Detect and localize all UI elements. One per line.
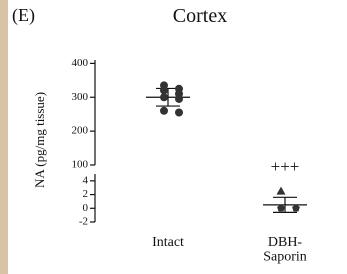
- chart: (E) Cortex NA (pg/mg tissue) -2 0 2 4 100 200…: [0, 0, 347, 274]
- data-point: [175, 95, 183, 103]
- y-tick-label: 300: [72, 91, 89, 103]
- y-tick-label: -2: [79, 216, 88, 228]
- chart-title: Cortex: [173, 5, 227, 27]
- y-tick-label: 200: [72, 125, 89, 137]
- y-tick-label: 4: [83, 174, 89, 186]
- data-point: [277, 187, 286, 195]
- y-tick-label: 400: [72, 57, 89, 69]
- y-tick-label: 0: [83, 202, 89, 214]
- page: {"chart_data": {"type": "dotplot", "pane…: [0, 0, 347, 274]
- data-point: [160, 107, 168, 115]
- x-tick-label: DBH-Saporin: [263, 235, 307, 265]
- panel-label: (E): [12, 5, 35, 26]
- x-tick-label: Intact: [152, 235, 184, 250]
- data-point: [160, 93, 168, 101]
- photo-edge: [0, 0, 8, 274]
- annotation: +++: [271, 157, 300, 176]
- y-tick-label: 2: [83, 188, 89, 200]
- y-tick-label: 100: [72, 159, 89, 171]
- data-point: [175, 109, 183, 117]
- y-axis-label: NA (pg/mg tissue): [32, 92, 47, 188]
